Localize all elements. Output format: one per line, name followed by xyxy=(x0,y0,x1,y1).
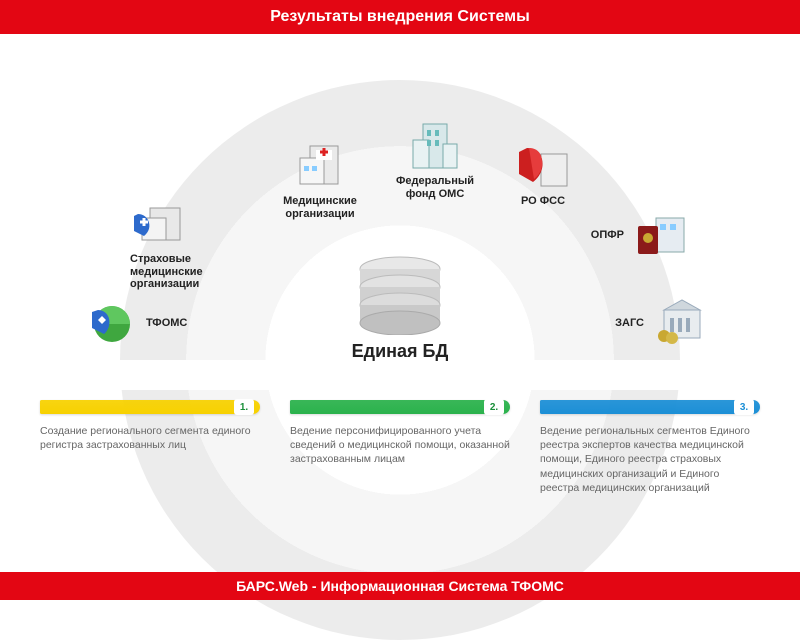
center-database: Единая БД xyxy=(350,255,450,362)
column-text: Создание регионального сегмента единого … xyxy=(40,424,260,452)
node-label: Медицинскиеорганизации xyxy=(283,195,357,220)
column-1: 1. Создание регионального сегмента едино… xyxy=(40,400,260,495)
passport-building-icon xyxy=(630,208,690,260)
bar-num: 2. xyxy=(484,399,504,415)
header-bar: Результаты внедрения Системы xyxy=(0,0,800,34)
node-label: РО ФСС xyxy=(521,195,565,208)
bar-1: 1. xyxy=(40,400,260,414)
arc-mask xyxy=(0,360,800,390)
bar-num: 3. xyxy=(734,399,754,415)
center-label: Единая БД xyxy=(352,341,449,362)
bar-3: 3. xyxy=(540,400,760,414)
hospital-shield-icon xyxy=(130,198,190,250)
node-label: ОПФР xyxy=(591,229,624,242)
node-rofss: РО ФСС xyxy=(468,140,618,208)
header-title: Результаты внедрения Системы xyxy=(270,8,530,25)
node-label: ТФОМС xyxy=(146,317,187,330)
bar-num: 1. xyxy=(234,399,254,415)
globe-shield-icon xyxy=(80,296,140,348)
hospital-icon xyxy=(290,140,350,192)
node-zags: ЗАГС xyxy=(560,296,710,348)
arc-diagram: Единая БД ТФОМС Страховыемедицинскиеорга… xyxy=(0,40,800,390)
node-label: ЗАГС xyxy=(615,317,644,330)
node-opfr: ОПФР xyxy=(540,208,690,260)
column-text: Ведение персонифицированного учета сведе… xyxy=(290,424,510,467)
registry-icon xyxy=(650,296,710,348)
footer-title: БАРС.Web - Информационная Система ТФОМС xyxy=(236,578,564,594)
column-2: 2. Ведение персонифицированного учета св… xyxy=(290,400,510,495)
column-text: Ведение региональных сегментов Единого р… xyxy=(540,424,760,495)
database-icon xyxy=(350,255,450,335)
footer-bar: БАРС.Web - Информационная Система ТФОМС xyxy=(0,572,800,600)
node-tfoms: ТФОМС xyxy=(80,296,230,348)
bottom-columns: 1. Создание регионального сегмента едино… xyxy=(40,400,760,495)
bar-2: 2. xyxy=(290,400,510,414)
node-label: Страховыемедицинскиеорганизации xyxy=(130,253,203,291)
node-label: Федеральныйфонд ОМС xyxy=(396,175,474,200)
column-3: 3. Ведение региональных сегментов Единог… xyxy=(540,400,760,495)
red-shield-icon xyxy=(513,140,573,192)
office-building-icon xyxy=(405,120,465,172)
